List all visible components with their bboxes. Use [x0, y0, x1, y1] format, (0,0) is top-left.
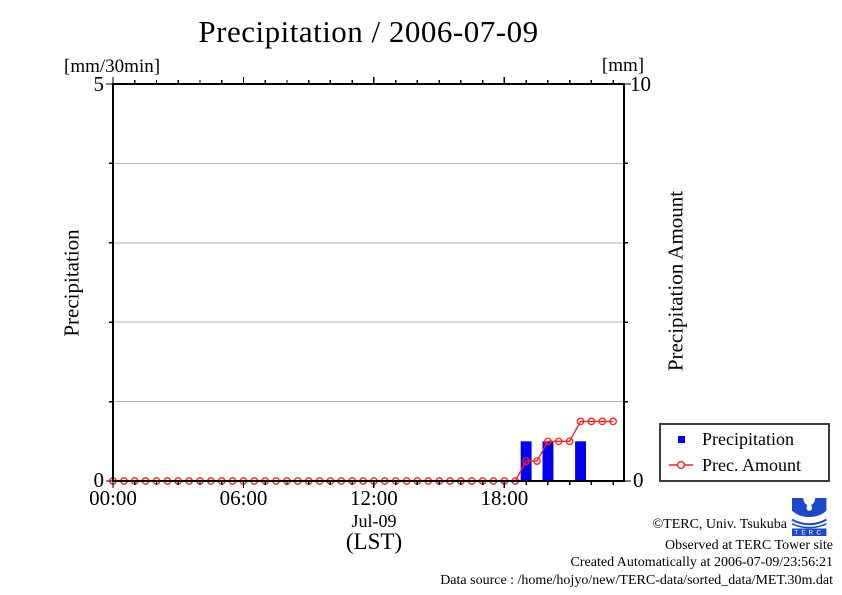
- left-axis-unit: [mm/30min]: [64, 56, 161, 77]
- x-axis-date-label: Jul-09: [351, 511, 397, 531]
- legend-item-precipitation: Precipitation: [661, 429, 828, 450]
- x-tick-label: 00:00: [89, 486, 137, 510]
- right-axis-max-label: 10: [630, 72, 651, 96]
- right-axis-title: Precipitation Amount: [663, 190, 688, 372]
- line-series-swatch-icon: [669, 459, 693, 471]
- copyright-text: ©TERC, Univ. Tsukuba: [652, 517, 788, 532]
- plot-border: [112, 83, 625, 482]
- right-axis-min-label: 0: [633, 468, 644, 492]
- created-timestamp-text: Created Automatically at 2006-07-09/23:5…: [570, 555, 833, 570]
- axis-ticks: [106, 77, 631, 488]
- bar-series-swatch-icon: [669, 434, 693, 446]
- legend-label: Prec. Amount: [702, 454, 801, 475]
- gridlines: [113, 162, 624, 403]
- prec-amount-line: [109, 417, 617, 485]
- x-tick-label: 12:00: [349, 486, 398, 510]
- terc-logo-icon: TERC: [791, 498, 827, 536]
- observed-site-text: Observed at TERC Tower site: [664, 538, 833, 553]
- left-axis-title: Precipitation: [59, 229, 84, 337]
- legend-label: Precipitation: [702, 429, 794, 450]
- terc-logo-text: TERC: [794, 530, 824, 536]
- right-axis-unit: [mm]: [601, 55, 645, 76]
- legend-box: Precipitation Prec. Amount: [659, 423, 830, 482]
- x-tick-label: 18:00: [480, 486, 529, 510]
- x-tick-label: 06:00: [219, 486, 268, 510]
- left-axis-min-label: 0: [93, 468, 105, 492]
- left-axis-max-label: 5: [93, 72, 105, 96]
- x-axis-timezone-label: (LST): [345, 529, 403, 554]
- legend-item-prec-amount: Prec. Amount: [661, 455, 828, 476]
- chart-title: Precipitation / 2006-07-09: [198, 14, 539, 49]
- data-source-text: Data source : /home/hojyo/new/TERC-data/…: [440, 573, 833, 588]
